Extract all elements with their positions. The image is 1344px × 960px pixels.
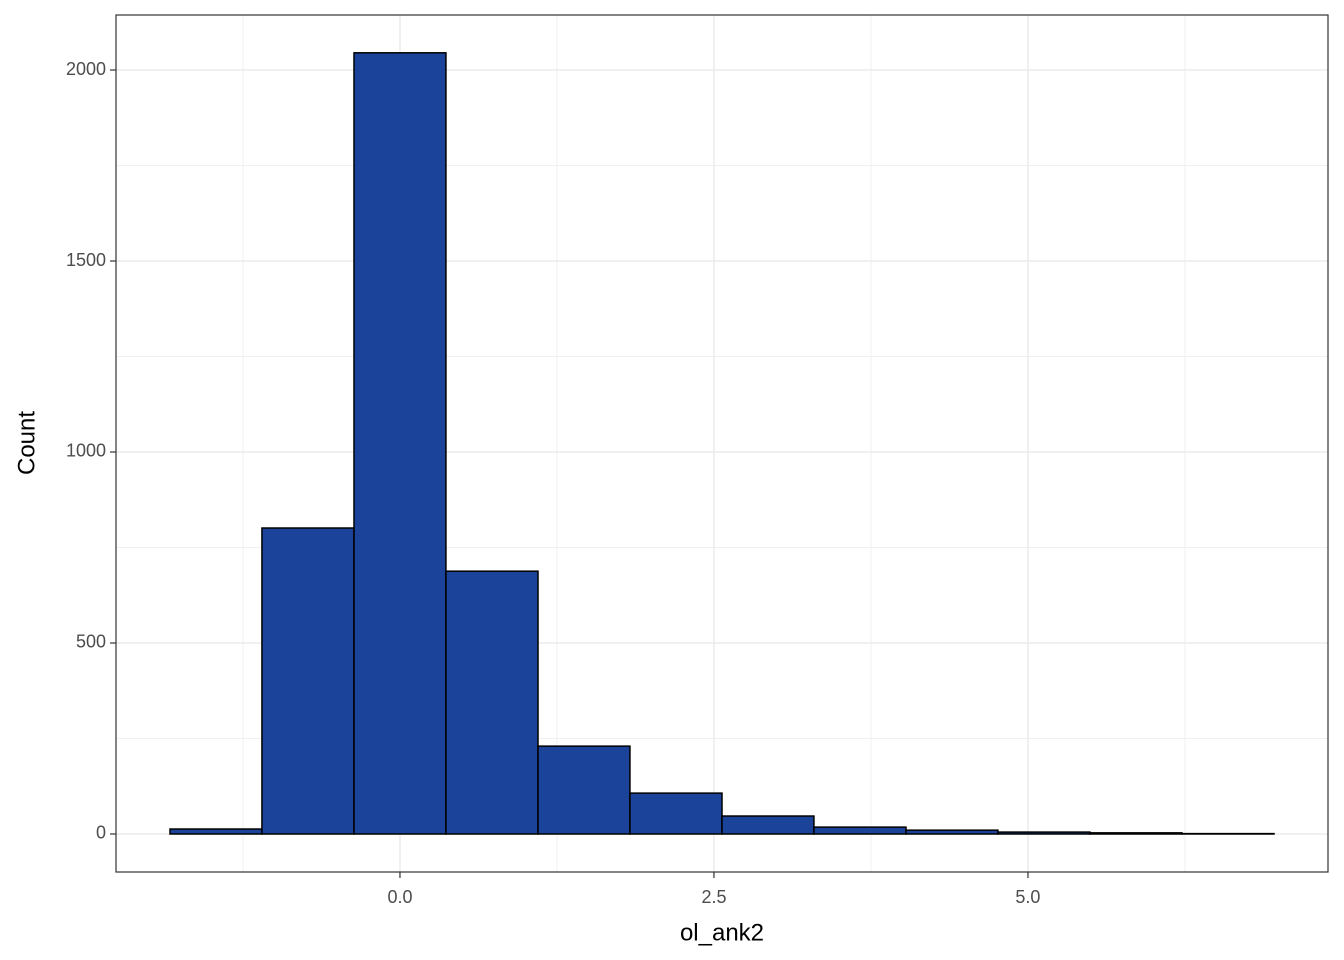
y-tick-label: 0 (96, 823, 106, 843)
x-tick-label: 5.0 (1015, 887, 1040, 907)
bar (537, 745, 631, 835)
bars (169, 52, 1275, 835)
panel-border (115, 14, 1329, 873)
bar (721, 815, 815, 835)
y-tick-label: 500 (76, 632, 106, 652)
axes: 0 500 1000 1500 2000 0.0 2.5 5.0 (66, 59, 1041, 907)
y-tick-label: 1500 (66, 250, 106, 270)
y-tick-label: 2000 (66, 59, 106, 79)
x-axis-title: ol_ank2 (680, 919, 764, 946)
bar (813, 826, 907, 835)
y-tick-label: 1000 (66, 441, 106, 461)
bar (261, 527, 355, 835)
bar (445, 570, 539, 835)
bar (353, 52, 447, 835)
bar (169, 828, 263, 835)
x-tick-label: 2.5 (701, 887, 726, 907)
x-tick-label: 0.0 (387, 887, 412, 907)
bar (905, 829, 999, 835)
bar (997, 831, 1091, 835)
bar (1089, 832, 1183, 835)
y-axis-title: Count (13, 411, 40, 475)
bar (629, 792, 723, 835)
